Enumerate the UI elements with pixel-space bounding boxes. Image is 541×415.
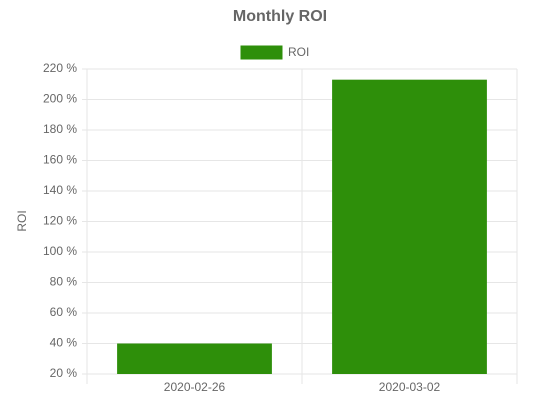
legend-label: ROI bbox=[288, 45, 309, 59]
y-tick-label: 120 % bbox=[43, 214, 77, 228]
chart-title: Monthly ROI bbox=[233, 8, 327, 25]
y-tick-label: 100 % bbox=[43, 244, 77, 258]
x-tick-label: 2020-02-26 bbox=[164, 380, 226, 394]
legend-swatch bbox=[240, 45, 283, 60]
y-tick-label: 160 % bbox=[43, 153, 77, 167]
y-tick-label: 200 % bbox=[43, 92, 77, 106]
y-tick-label: 20 % bbox=[50, 366, 78, 380]
y-tick-label: 220 % bbox=[43, 61, 77, 75]
y-tick-label: 60 % bbox=[50, 305, 78, 319]
y-tick-label: 140 % bbox=[43, 183, 77, 197]
x-tick-label: 2020-03-02 bbox=[379, 380, 441, 394]
y-tick-label: 80 % bbox=[50, 275, 78, 289]
y-axis-label: ROI bbox=[15, 210, 29, 231]
y-tick-label: 40 % bbox=[50, 336, 78, 350]
y-tick-label: 180 % bbox=[43, 122, 77, 136]
bar bbox=[117, 343, 272, 374]
bar bbox=[332, 79, 487, 375]
